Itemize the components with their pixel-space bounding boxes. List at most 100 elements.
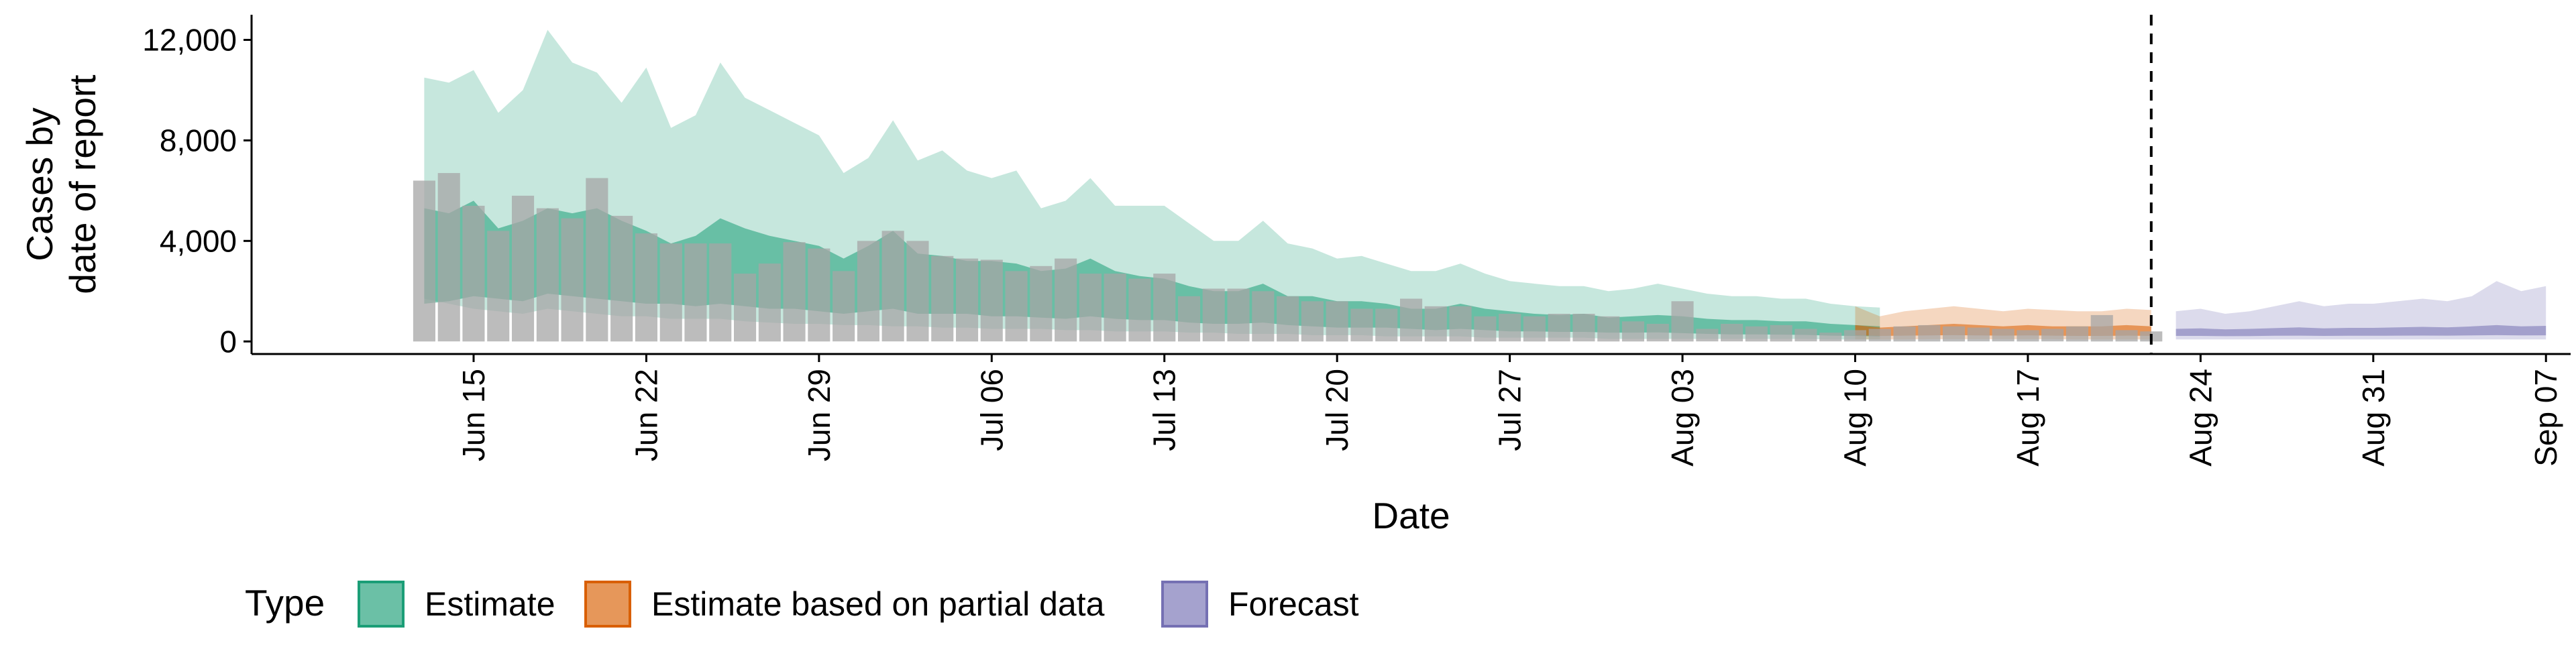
observed-cases-bar: [1918, 325, 1941, 342]
observed-cases-bar: [1671, 301, 1694, 342]
observed-cases-bar: [1819, 333, 1842, 342]
observed-cases-bar: [512, 195, 535, 342]
observed-cases-bar: [734, 274, 757, 342]
y-axis-ticks: 0 4,000 8,000 12,000: [142, 22, 252, 359]
legend-swatch: [358, 581, 405, 628]
observed-cases-bar: [413, 180, 435, 342]
observed-cases-bar: [1030, 266, 1053, 342]
observed-cases-bar: [536, 208, 559, 342]
legend-swatch: [584, 581, 631, 628]
observed-cases-bar: [1277, 296, 1299, 342]
x-tick-label: Aug 31: [2356, 369, 2391, 467]
x-axis-label: Date: [1372, 495, 1450, 536]
observed-cases-bar: [758, 263, 781, 342]
observed-cases-bar: [437, 173, 460, 342]
observed-cases-bar: [659, 243, 682, 342]
y-tick-label: 12,000: [142, 22, 237, 57]
observed-cases-bar: [610, 215, 633, 342]
observed-cases-bar: [709, 243, 732, 342]
observed-cases-bar: [881, 231, 904, 342]
observed-cases-bar: [2090, 314, 2113, 342]
observed-cases-bar: [2017, 330, 2039, 342]
bar-layer: [413, 173, 2163, 342]
observed-cases-bar: [906, 241, 929, 342]
observed-cases-bar: [1721, 324, 1743, 342]
observed-cases-bar: [586, 178, 608, 342]
observed-cases-bar: [462, 205, 485, 342]
observed-cases-bar: [1572, 314, 1595, 342]
observed-cases-bar: [980, 259, 1003, 342]
x-axis-ticks: Jun 15 Jun 22 Jun 29 Jul 06 Jul 13 Jul 20 Jul …: [456, 354, 2563, 467]
observed-cases-bar: [1178, 296, 1201, 342]
x-tick-label: Jul 27: [1493, 369, 1527, 451]
legend-label: Forecast: [1228, 585, 1359, 623]
observed-cases-bar: [2041, 329, 2064, 342]
observed-cases-bar: [635, 233, 657, 342]
observed-cases-bar: [1227, 288, 1250, 342]
legend-label: Estimate based on partial data: [651, 585, 1105, 623]
observed-cases-bar: [487, 231, 510, 342]
x-tick-label: Jun 22: [629, 369, 663, 461]
observed-cases-bar: [1943, 326, 1966, 342]
x-tick-label: Jun 29: [802, 369, 837, 461]
observed-cases-bar: [1893, 326, 1916, 342]
x-tick-label: Aug 17: [2010, 369, 2045, 467]
forecast-inner-band: [2176, 325, 2546, 337]
observed-cases-bar: [1646, 324, 1669, 342]
observed-cases-bar: [1474, 316, 1497, 342]
observed-cases-bar: [1770, 325, 1792, 342]
x-tick-label: Aug 24: [2183, 369, 2218, 467]
observed-cases-bar: [2065, 326, 2088, 342]
x-tick-label: Jun 15: [456, 369, 491, 461]
observed-cases-bar: [1449, 306, 1472, 342]
observed-cases-bar: [1548, 314, 1570, 342]
legend-swatch: [1161, 581, 1208, 628]
legend-label: Estimate: [425, 585, 555, 623]
observed-cases-bar: [956, 258, 979, 342]
observed-cases-bar: [1967, 327, 1990, 342]
observed-cases-bar: [931, 255, 954, 342]
observed-cases-bar: [808, 248, 830, 342]
observed-cases-bar: [1843, 330, 1866, 342]
observed-cases-bar: [857, 241, 879, 342]
observed-cases-bar: [1350, 308, 1373, 342]
observed-cases-bar: [1424, 306, 1447, 342]
observed-cases-bar: [1868, 329, 1891, 342]
legend-title: Type: [245, 582, 325, 624]
observed-cases-bar: [561, 218, 584, 342]
x-tick-label: Aug 03: [1665, 369, 1700, 467]
observed-cases-bar: [1794, 329, 1817, 342]
observed-cases-bar: [1696, 329, 1719, 342]
observed-cases-bar: [1104, 274, 1126, 342]
observed-cases-bar: [1202, 288, 1225, 342]
observed-cases-bar: [1153, 274, 1176, 342]
observed-cases-bar: [1499, 314, 1521, 342]
observed-cases-bar: [1375, 308, 1398, 342]
forecast-outer-band: [2176, 281, 2546, 340]
y-tick-label: 4,000: [160, 223, 237, 258]
observed-cases-bar: [1400, 298, 1423, 342]
observed-cases-bar: [1055, 258, 1077, 342]
observed-cases-bar: [1301, 301, 1324, 342]
y-axis-label-line-1: Cases by: [19, 107, 60, 261]
observed-cases-bar: [1005, 271, 1028, 342]
axes-layer: [250, 15, 2571, 355]
observed-cases-bar: [1079, 274, 1102, 342]
legend: Type Estimate Estimate based on partial d…: [245, 581, 1359, 628]
y-tick-label: 8,000: [160, 123, 237, 158]
observed-cases-bar: [1252, 291, 1275, 342]
x-tick-label: Jul 20: [1320, 369, 1354, 451]
x-tick-label: Aug 10: [1837, 369, 1872, 467]
observed-cases-bar: [1128, 278, 1151, 342]
observed-cases-bar: [684, 243, 707, 342]
y-axis-label-line-2: date of report: [62, 74, 103, 294]
observed-cases-bar: [1523, 316, 1546, 342]
observed-cases-bar: [1745, 326, 1768, 342]
observed-cases-bar: [1597, 316, 1620, 342]
observed-cases-bar: [783, 242, 806, 342]
y-tick-label: 0: [219, 324, 237, 359]
observed-cases-bar: [1326, 301, 1348, 342]
observed-cases-bar: [1621, 321, 1644, 342]
